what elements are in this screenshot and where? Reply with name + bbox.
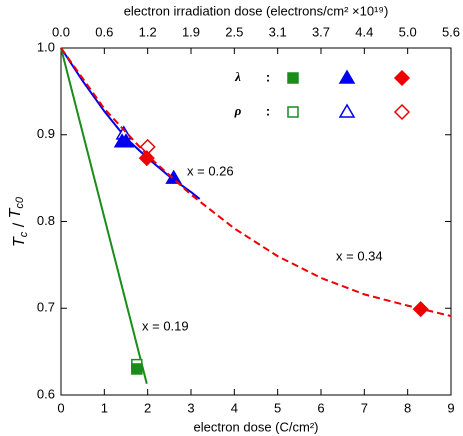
- x-tick-label: 3: [187, 400, 194, 415]
- x-tick-label: 1: [101, 400, 108, 415]
- x-tick-label: 5: [274, 400, 281, 415]
- x2-tick-label: 1.2: [139, 24, 157, 39]
- marker-diamond: [138, 150, 155, 167]
- legend-separator: :: [266, 69, 270, 84]
- marker-diamond: [412, 301, 429, 318]
- x2-tick-label: 4.4: [355, 24, 373, 39]
- x2-tick-label: 3.7: [312, 24, 330, 39]
- marker-square: [131, 363, 143, 375]
- legend-label: ρ: [234, 103, 242, 118]
- fit-line: [60, 47, 201, 200]
- y-axis-title-part: T: [7, 207, 24, 218]
- legend-separator: :: [266, 103, 270, 118]
- plot-frame: [60, 47, 452, 396]
- x-tick-label: 9: [447, 400, 454, 415]
- y-tick-label: 0.8: [37, 213, 55, 228]
- y-axis-title: Tc / Tc0: [7, 196, 30, 247]
- y-tick-label: 0.7: [37, 300, 55, 315]
- series-label: x = 0.26: [187, 163, 234, 178]
- y-tick-label: 0.6: [37, 386, 55, 401]
- y-tick-label: 1.0: [37, 39, 55, 54]
- y-axis-title-part: c: [18, 231, 30, 237]
- x2-tick-label: 5.0: [399, 24, 417, 39]
- series-label: x = 0.19: [142, 318, 189, 333]
- fit-line: [60, 47, 148, 384]
- x2-tick-label: 0.6: [95, 24, 113, 39]
- x2-tick-label: 2.5: [225, 24, 243, 39]
- x2-tick-label: 5.6: [442, 24, 460, 39]
- marker-triangle: [117, 133, 135, 148]
- legend-marker: [338, 103, 356, 118]
- x-tick-label: 2: [144, 400, 151, 415]
- y-axis-title-part: T: [11, 236, 28, 247]
- x-tick-label: 0: [57, 400, 64, 415]
- fit-line: [60, 47, 452, 318]
- series-label: x = 0.34: [336, 248, 383, 263]
- x-tick-label: 7: [361, 400, 368, 415]
- x2-axis-title: electron irradiation dose (electrons/cm²…: [124, 3, 389, 18]
- x-tick-label: 8: [404, 400, 411, 415]
- legend-marker: [338, 69, 356, 84]
- legend-marker: [287, 72, 299, 84]
- x2-tick-label: 0.0: [52, 24, 70, 39]
- legend-marker: [287, 106, 299, 118]
- x-axis-title: electron dose (C/cm²): [194, 419, 319, 434]
- legend-marker: [393, 69, 411, 87]
- y-axis-title-part: c0: [14, 196, 26, 209]
- x2-tick-label: 1.9: [182, 24, 200, 39]
- y-axis-title-part: /: [11, 218, 28, 231]
- legend-marker: [393, 103, 411, 121]
- x-tick-label: 4: [231, 400, 238, 415]
- x-tick-label: 6: [317, 400, 324, 415]
- legend-label: λ: [234, 69, 241, 84]
- y-tick-label: 0.9: [37, 126, 55, 141]
- x2-tick-label: 3.1: [269, 24, 287, 39]
